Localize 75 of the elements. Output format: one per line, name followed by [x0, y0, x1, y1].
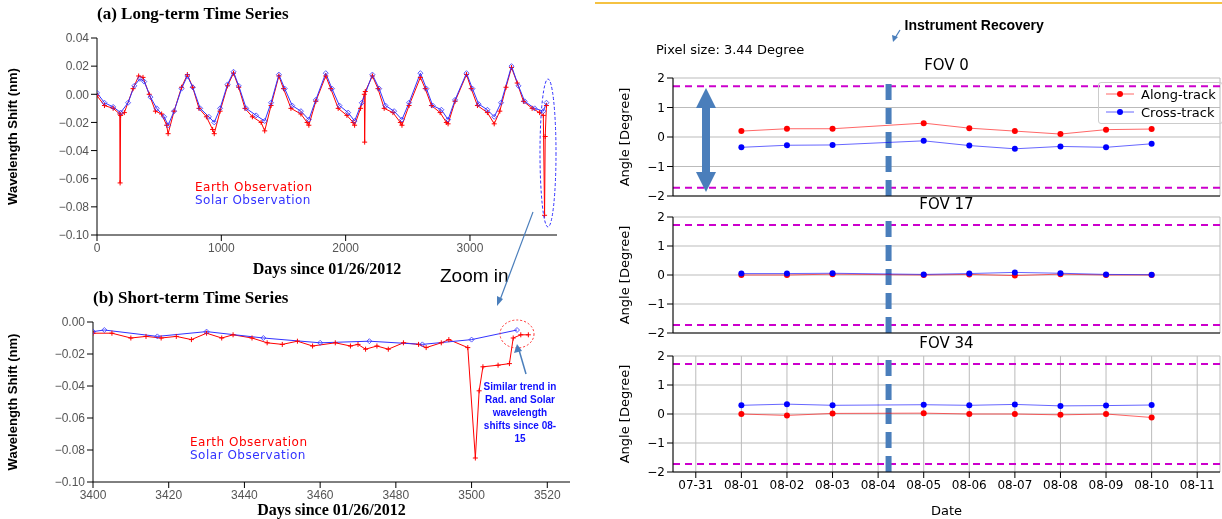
- x-tick-label: 08-03: [815, 477, 850, 492]
- y-tick-label: −0.10: [58, 228, 90, 243]
- y-tick-label: −2: [647, 189, 665, 204]
- x-axis-title: Days since 01/26/2012: [252, 260, 402, 278]
- legend-label: Instrument Recovery: [904, 17, 1045, 33]
- x-tick-label: 08-01: [723, 477, 759, 492]
- y-tick-label: −0.02: [58, 115, 90, 130]
- y-axis-title: Angle [Degree]: [616, 364, 632, 464]
- y-tick-label: 2: [657, 71, 665, 86]
- y-tick-label: −1: [647, 297, 665, 312]
- x-tick-label: 3400: [79, 487, 107, 502]
- x-tick-label: 3460: [306, 487, 334, 502]
- y-tick-label: −1: [647, 159, 665, 174]
- x-tick-label: 08-08: [1043, 477, 1078, 492]
- x-axis-title: Date: [930, 503, 963, 518]
- y-tick-label: −2: [647, 465, 665, 480]
- legend-label: Cross-track: [1141, 104, 1215, 120]
- x-tick-label: 08-09: [1088, 477, 1124, 492]
- y-tick-label: 0.00: [65, 87, 90, 102]
- y-tick-label: 1: [657, 378, 665, 393]
- y-tick-label: −0.04: [54, 379, 86, 394]
- chart-title: FOV 34: [918, 334, 975, 352]
- text: Pixel size: 3.44 Degree: [656, 42, 806, 59]
- y-tick-label: −0.08: [58, 200, 90, 215]
- chart-title: (a) Long-term Time Series: [97, 4, 289, 24]
- text: Zoom in: [440, 264, 510, 288]
- y-axis-title: Wavelength Shift (nm): [4, 333, 20, 471]
- y-tick-label: 0.00: [61, 315, 86, 330]
- y-tick-label: 1: [657, 239, 665, 254]
- x-tick-label: 08-04: [860, 477, 896, 492]
- text: Solar Observation: [195, 193, 312, 207]
- y-tick-label: 0.04: [65, 31, 90, 46]
- x-tick-label: 3000: [456, 240, 484, 255]
- x-tick-label: 08-11: [1179, 477, 1215, 492]
- y-tick-label: −0.06: [54, 411, 86, 426]
- text: Solar Observation: [190, 448, 307, 462]
- x-tick-label: 08-05: [906, 477, 942, 492]
- annotation: Similar trend in Rad. and Solar wavelength shifts since 08-15: [482, 380, 558, 445]
- x-tick-label: 3440: [231, 487, 259, 502]
- y-tick-label: −2: [647, 326, 665, 341]
- y-tick-label: −0.04: [58, 143, 90, 158]
- y-tick-label: −0.10: [54, 475, 86, 490]
- x-tick-label: 08-07: [997, 477, 1033, 492]
- y-tick-label: −0.02: [54, 347, 86, 362]
- chart-title: (b) Short-term Time Series: [93, 288, 289, 308]
- x-tick-label: 07-31: [678, 477, 714, 492]
- y-axis-title: Wavelength Shift (nm): [4, 68, 20, 205]
- y-tick-label: 0.02: [65, 59, 90, 74]
- legend-label: Along-track: [1141, 86, 1216, 102]
- y-tick-label: 0: [657, 268, 665, 283]
- x-tick-label: 0: [93, 240, 101, 255]
- x-axis-title: Days since 01/26/2012: [257, 501, 406, 519]
- chart-title: FOV 0: [923, 56, 970, 74]
- x-tick-label: 08-06: [951, 477, 987, 492]
- x-tick-label: 3420: [155, 487, 183, 502]
- y-tick-label: 0: [657, 407, 665, 422]
- y-tick-label: 2: [657, 349, 665, 364]
- x-tick-label: 2000: [332, 240, 360, 255]
- x-tick-label: 08-10: [1134, 477, 1170, 492]
- y-tick-label: 1: [657, 100, 665, 115]
- y-tick-label: −1: [647, 436, 665, 451]
- x-tick-label: 3520: [533, 487, 561, 502]
- chart-title: FOV 17: [918, 195, 975, 213]
- y-tick-label: 0: [657, 130, 665, 145]
- y-axis-title: Angle [Degree]: [616, 225, 632, 325]
- x-tick-label: 3480: [382, 487, 410, 502]
- y-tick-label: 2: [657, 210, 665, 225]
- text: Earth Observation: [195, 180, 313, 194]
- x-tick-label: 08-02: [769, 477, 805, 492]
- text: Earth Observation: [190, 435, 308, 449]
- x-tick-label: 3500: [458, 487, 486, 502]
- x-tick-label: 1000: [207, 240, 235, 255]
- y-tick-label: −0.06: [58, 171, 90, 186]
- y-axis-title: Angle [Degree]: [616, 87, 632, 187]
- y-tick-label: −0.08: [54, 443, 86, 458]
